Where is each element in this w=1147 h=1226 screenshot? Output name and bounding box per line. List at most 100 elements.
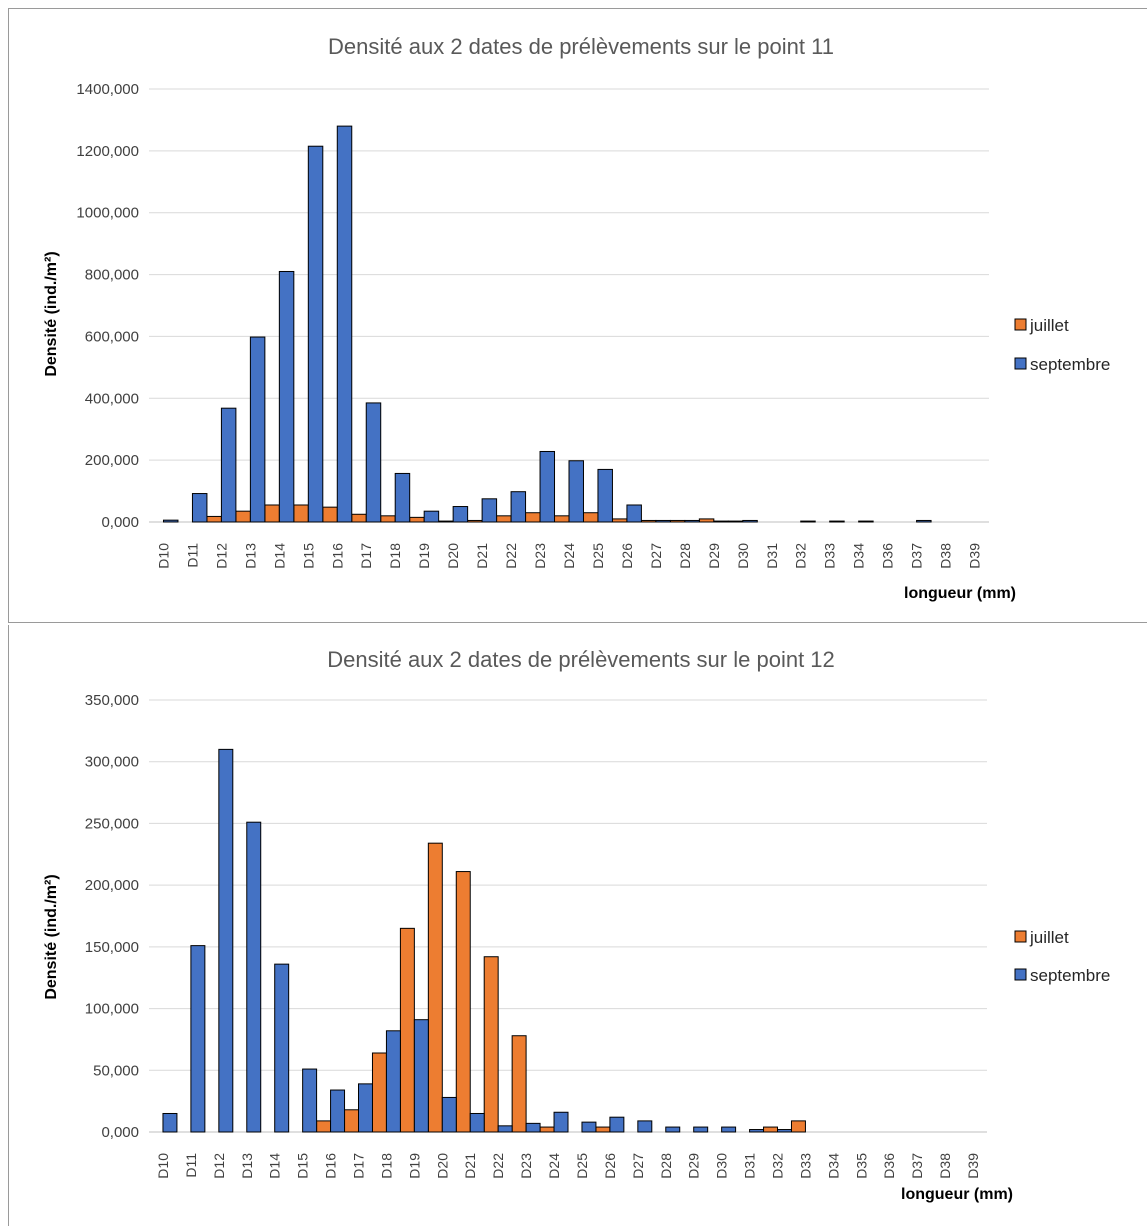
bar-septembre-D10 xyxy=(162,519,179,523)
x-tick-label: D27 xyxy=(630,1153,646,1179)
y-tick-label: 100,000 xyxy=(85,1001,139,1018)
x-tick-label: D22 xyxy=(490,1153,506,1179)
chart-title: Densité aux 2 dates de prélèvements sur … xyxy=(328,34,834,59)
x-tick-label: D17 xyxy=(358,543,374,569)
y-tick-label: 400,000 xyxy=(85,390,139,407)
bar-juillet-D15 xyxy=(293,504,309,523)
bar-juillet-D33 xyxy=(790,1120,806,1133)
bar-juillet-D20 xyxy=(438,520,454,523)
bar-juillet-D27 xyxy=(640,519,657,523)
bar-septembre-D12 xyxy=(220,407,237,523)
bar-septembre-D17 xyxy=(365,402,382,523)
chart-panel-point-12: Densité aux 2 dates de prélèvements sur … xyxy=(8,625,1147,1226)
bar-juillet-D19 xyxy=(399,927,415,1133)
y-tick-label: 800,000 xyxy=(85,267,139,284)
x-tick-label: D10 xyxy=(155,543,171,569)
bar-septembre-D28 xyxy=(665,1126,681,1133)
x-tick-label: D23 xyxy=(518,1153,534,1179)
x-tick-label: D34 xyxy=(825,1153,841,1179)
bar-juillet-D24 xyxy=(539,1126,555,1133)
y-tick-label: 1000,000 xyxy=(76,205,139,222)
bar-juillet-D28 xyxy=(669,519,686,523)
y-tick-label: 1400,000 xyxy=(76,81,139,98)
x-tick-label: D13 xyxy=(242,543,258,569)
x-tick-label: D10 xyxy=(155,1153,171,1179)
bar-juillet-D18 xyxy=(371,1052,387,1133)
chart-title: Densité aux 2 dates de prélèvements sur … xyxy=(327,647,835,672)
legend-swatch-juillet xyxy=(1014,318,1027,331)
y-tick-label: 200,000 xyxy=(85,452,139,469)
x-tick-label: D37 xyxy=(909,1153,925,1179)
x-tick-label: D21 xyxy=(462,1153,478,1179)
bar-juillet-D13 xyxy=(235,510,251,523)
bar-septembre-D24 xyxy=(568,460,584,523)
y-tick-label: 250,000 xyxy=(85,815,139,832)
chart-svg-point-12: Densité aux 2 dates de prélèvements sur … xyxy=(43,647,1110,1203)
bar-juillet-D21 xyxy=(455,871,471,1133)
x-tick-label: D36 xyxy=(880,543,896,569)
bar-septembre-D18 xyxy=(394,472,411,523)
bar-juillet-D26 xyxy=(595,1126,611,1133)
bar-juillet-D22 xyxy=(483,956,499,1133)
x-tick-label: D29 xyxy=(686,1153,702,1179)
x-tick-label: D31 xyxy=(742,1153,758,1179)
y-tick-label: 350,000 xyxy=(85,692,139,709)
x-tick-label: D33 xyxy=(822,543,838,569)
x-tick-label: D25 xyxy=(574,1153,590,1179)
y-tick-label: 150,000 xyxy=(85,939,139,956)
bar-septembre-D26 xyxy=(626,504,642,523)
x-tick-label: D17 xyxy=(351,1153,367,1179)
bar-septembre-D12 xyxy=(218,748,234,1133)
bar-septembre-D16 xyxy=(336,125,353,523)
bar-septembre-D14 xyxy=(274,963,290,1133)
x-tick-label: D32 xyxy=(770,1153,786,1179)
x-tick-label: D30 xyxy=(714,1153,730,1179)
bar-septembre-D13 xyxy=(249,336,266,523)
bar-septembre-D31 xyxy=(749,1129,765,1133)
x-tick-label: D32 xyxy=(793,543,809,569)
x-tick-label: D27 xyxy=(648,543,664,569)
bar-septembre-D21 xyxy=(481,498,498,523)
x-tick-label: D11 xyxy=(183,1153,199,1178)
y-tick-label: 0,000 xyxy=(101,514,139,531)
bar-septembre-D25 xyxy=(597,468,613,523)
x-tick-label: D28 xyxy=(658,1153,674,1179)
x-tick-label: D12 xyxy=(211,1153,227,1179)
x-tick-label: D14 xyxy=(271,543,287,569)
bar-juillet-D32 xyxy=(763,1126,778,1133)
x-tick-label: D20 xyxy=(434,1153,450,1179)
chart-panel-point-11: Densité aux 2 dates de prélèvements sur … xyxy=(8,8,1147,623)
bar-septembre-D14 xyxy=(278,270,295,523)
legend-swatch-septembre xyxy=(1014,357,1027,370)
x-tick-label: D33 xyxy=(797,1153,813,1179)
x-tick-label: D25 xyxy=(590,543,606,569)
x-tick-label: D20 xyxy=(445,543,461,569)
bar-septembre-D34 xyxy=(858,520,874,523)
bar-septembre-D26 xyxy=(609,1116,625,1133)
bar-septembre-D33 xyxy=(829,520,845,523)
x-axis-label: longueur (mm) xyxy=(901,1186,1013,1203)
x-tick-label: D26 xyxy=(602,1153,618,1179)
x-tick-label: D15 xyxy=(295,1153,311,1179)
x-tick-label: D21 xyxy=(474,543,490,569)
bar-septembre-D32 xyxy=(800,520,816,523)
bar-juillet-D16 xyxy=(316,1120,332,1133)
x-tick-label: D18 xyxy=(378,1153,394,1179)
legend-label-juillet: juillet xyxy=(1029,928,1069,947)
x-tick-label: D36 xyxy=(881,1153,897,1179)
x-tick-label: D26 xyxy=(619,543,635,569)
x-tick-label: D38 xyxy=(938,543,954,569)
x-tick-label: D39 xyxy=(967,543,983,569)
x-tick-label: D13 xyxy=(239,1153,255,1179)
y-tick-label: 0,000 xyxy=(101,1124,139,1141)
bar-septembre-D11 xyxy=(191,493,208,523)
bar-juillet-D19 xyxy=(409,516,425,523)
bar-septembre-D23 xyxy=(525,1122,541,1133)
x-tick-label: D37 xyxy=(909,543,925,569)
legend-label-juillet: juillet xyxy=(1029,316,1069,335)
bar-juillet-D20 xyxy=(427,842,443,1133)
bar-septembre-D15 xyxy=(302,1068,318,1133)
bar-septembre-D24 xyxy=(553,1111,569,1133)
y-tick-label: 300,000 xyxy=(85,754,139,771)
x-tick-label: D34 xyxy=(851,543,867,569)
